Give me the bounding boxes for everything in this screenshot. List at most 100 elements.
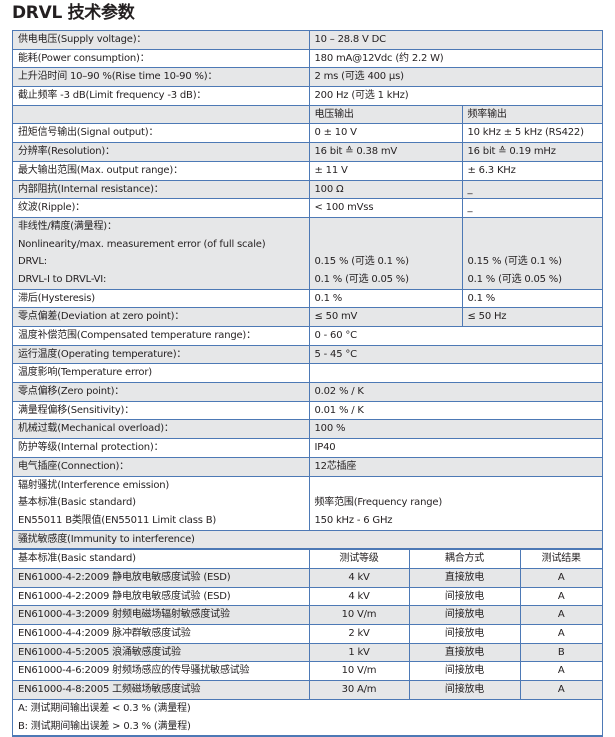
spec-row: 滞后(Hysteresis) 0.1 % 0.1 % — [13, 288, 602, 309]
spec-label: 基本标准(Basic standard) — [18, 497, 136, 509]
spec-label: 非线性/精度(满量程)： — [18, 220, 117, 232]
spec-label: 辐射骚扰(Interference emission) — [18, 479, 170, 491]
spec-value: 0.15 % (可选 0.1 %) — [314, 256, 409, 268]
spec-value-cell: 频率输出 — [461, 104, 602, 125]
spec-row: 供电电压(Supply voltage)： 10 – 28.8 V DC — [13, 31, 602, 50]
spec-value-cell: ± 11 V — [308, 160, 463, 181]
spec-row: 零点偏差(Deviation at zero point)： ≤ 50 mV ≤ 5… — [13, 307, 602, 327]
coupling-cell: 间接放电 — [408, 661, 521, 682]
spec-value: 频率输出 — [467, 108, 507, 120]
result-cell: A — [519, 586, 602, 607]
spec-label-cell: 防护等级(Internal protection)： — [13, 438, 310, 458]
spec-value: 0 ± 10 V — [314, 127, 357, 139]
immunity-row: EN61000-4-2:2009 静电放电敏感度试验 (ESD) 4 kV 间接放电… — [13, 586, 602, 607]
result-cell: B — [519, 642, 602, 663]
spec-label-cell: 内部阻抗(Internal resistance)： — [13, 179, 310, 200]
spec-value-cell: 0.02 % / K — [308, 382, 602, 402]
spec-value: 16 bit ≙ 0.38 mV — [314, 146, 398, 158]
spec-label: 满量程偏移(Sensitivity)： — [18, 404, 135, 416]
spec-value — [315, 365, 603, 382]
spec-row: 能耗(Power consumption)： 180 mA@12Vdc (约 2.… — [13, 48, 602, 69]
spec-label: 机械过载(Mechanical overload)： — [18, 423, 174, 435]
spec-row: 运行温度(Operating temperature)： 5 - 45 °C — [13, 344, 602, 365]
immunity-row: EN61000-4-8:2005 工频磁场敏感度试验 30 A/m 间接放电 A — [13, 680, 602, 700]
spec-value: 0.15 % (可选 0.1 %) — [467, 256, 562, 268]
spec-value-cell: 2 ms (可选 400 µs) — [308, 67, 602, 88]
spec-label: 滞后(Hysteresis) — [18, 292, 95, 304]
spec-label: 供电电压(Supply voltage)： — [18, 34, 147, 45]
spec-value: 2 ms (可选 400 µs) — [314, 71, 404, 83]
spec-value-cell: 180 mA@12Vdc (约 2.2 W) — [308, 48, 602, 69]
spec-label: DRVL-I to DRVL-VI: — [18, 273, 107, 285]
spec-label-cell: 扭矩信号输出(Signal output)： — [13, 123, 310, 144]
spec-row: 纹波(Ripple)： < 100 mVss _ — [13, 198, 602, 218]
test-level-cell: 4 kV — [308, 586, 410, 607]
spec-value-cell: _ — [461, 198, 602, 218]
immunity-row: EN61000-4-4:2009 脉冲群敏感度试验 2 kV 间接放电 A — [13, 624, 602, 644]
spec-value-cell: 12芯插座 — [308, 456, 602, 477]
spec-value-cell: 100 Ω — [308, 179, 463, 200]
spec-row: 温度补偿范围(Compensated temperature range)： 0 … — [13, 326, 602, 346]
standard-cell: EN61000-4-5:2005 浪涌敏感度试验 — [13, 642, 310, 663]
spec-value: ≤ 50 Hz — [467, 311, 507, 323]
spec-value-cell: < 100 mVss — [308, 198, 463, 218]
spec-value-cell: 5 - 45 °C — [308, 344, 602, 365]
spec-label: 防护等级(Internal protection)： — [18, 442, 164, 454]
spec-label-cell: 能耗(Power consumption)： — [13, 48, 310, 69]
spec-value: _ — [467, 202, 473, 214]
spec-label-cell: 纹波(Ripple)： — [13, 198, 310, 218]
spec-label: 温度补偿范围(Compensated temperature range)： — [18, 330, 256, 341]
spec-value — [315, 218, 462, 235]
spec-label-cell: 温度补偿范围(Compensated temperature range)： — [13, 326, 310, 346]
spec-value-cell: IP40 — [308, 438, 602, 458]
spec-label: 零点偏差(Deviation at zero point)： — [18, 311, 185, 323]
spec-value-cell: ≤ 50 mV — [308, 307, 463, 327]
spec-value-cell: _ — [461, 179, 602, 200]
spec-row: 最大输出范围(Max. output range)： ± 11 V ± 6.3 KH… — [13, 160, 602, 181]
test-level-cell: 测试等级 — [308, 549, 410, 569]
spec-row: 扭矩信号输出(Signal output)： 0 ± 10 V 10 kHz ± 5… — [13, 123, 602, 144]
spec-value-cell: 0.1 % — [461, 288, 602, 309]
spec-value: 电压输出 — [314, 108, 354, 120]
spec-value: 16 bit ≙ 0.19 mHz — [467, 146, 556, 158]
spec-label: 运行温度(Operating temperature)： — [18, 348, 187, 360]
test-level-cell: 30 A/m — [308, 680, 410, 700]
spec-label-cell: 分辨率(Resolution)： — [13, 142, 310, 162]
spec-label: DRVL: — [18, 256, 47, 268]
spec-label: EN55011 B类限值(EN55011 Limit class B) — [18, 514, 217, 526]
spec-value-cell: 16 bit ≙ 0.19 mHz — [461, 142, 602, 162]
spec-value — [315, 236, 462, 254]
test-level-cell: 10 V/m — [308, 605, 410, 626]
spec-value: 5 - 45 °C — [314, 348, 358, 360]
spec-value: 10 kHz ± 5 kHz (RS422) — [467, 127, 584, 139]
spec-label: 扭矩信号输出(Signal output)： — [18, 127, 159, 139]
spec-label-cell: 电气插座(Connection)： — [13, 456, 310, 477]
immunity-row: EN61000-4-6:2009 射频场感应的传导骚扰敏感试验 10 V/m 间接放… — [13, 661, 602, 682]
spec-table-main: 供电电压(Supply voltage)： 10 – 28.8 V DC 能耗(Po… — [13, 31, 603, 550]
spec-label-cell: 上升沿时间 10–90 %(Rise time 10-90 %)： — [13, 67, 310, 88]
spec-label-cell: 辐射骚扰(Interference emission) 基本标准(Basic st… — [13, 475, 310, 531]
spec-label: Nonlinearity/max. measurement error (of … — [18, 238, 266, 250]
spec-label-cell: 机械过载(Mechanical overload)： — [13, 419, 310, 440]
coupling-cell: 间接放电 — [408, 586, 521, 607]
coupling-cell: 间接放电 — [408, 605, 521, 626]
spec-row: 电压输出 频率输出 — [13, 104, 602, 125]
immunity-table: 基本标准(Basic standard) 测试等级 耦合方式 测试结果 EN61000-… — [13, 549, 602, 737]
spec-label-cell: 零点偏移(Zero point)： — [13, 382, 310, 402]
spec-row: 机械过载(Mechanical overload)： 100 % — [13, 419, 602, 440]
page-title: DRVL 技术参数 — [12, 3, 135, 23]
footnote-row: A: 测试期间输出误差 < 0.3 % (满量程) B: 测试期间输出误差 > 0… — [13, 698, 602, 737]
spec-value: 10 – 28.8 V DC — [314, 34, 387, 45]
coupling-cell: 直接放电 — [408, 642, 521, 663]
spec-label: 截止频率 -3 dB(Limit frequency -3 dB)： — [18, 90, 207, 102]
spec-value: _ — [467, 183, 473, 195]
spec-value: 0.1 % (可选 0.05 %) — [314, 273, 409, 285]
spec-value — [468, 236, 603, 254]
spec-row: 零点偏移(Zero point)： 0.02 % / K — [13, 382, 602, 402]
spec-table: 供电电压(Supply voltage)： 10 – 28.8 V DC 能耗(Po… — [12, 30, 603, 737]
spec-value — [315, 477, 603, 494]
spec-value-cell: 0 ± 10 V — [308, 123, 463, 144]
spec-label: 内部阻抗(Internal resistance)： — [18, 183, 164, 195]
test-level-cell: 10 V/m — [308, 661, 410, 682]
spec-label: 分辨率(Resolution)： — [18, 146, 115, 158]
